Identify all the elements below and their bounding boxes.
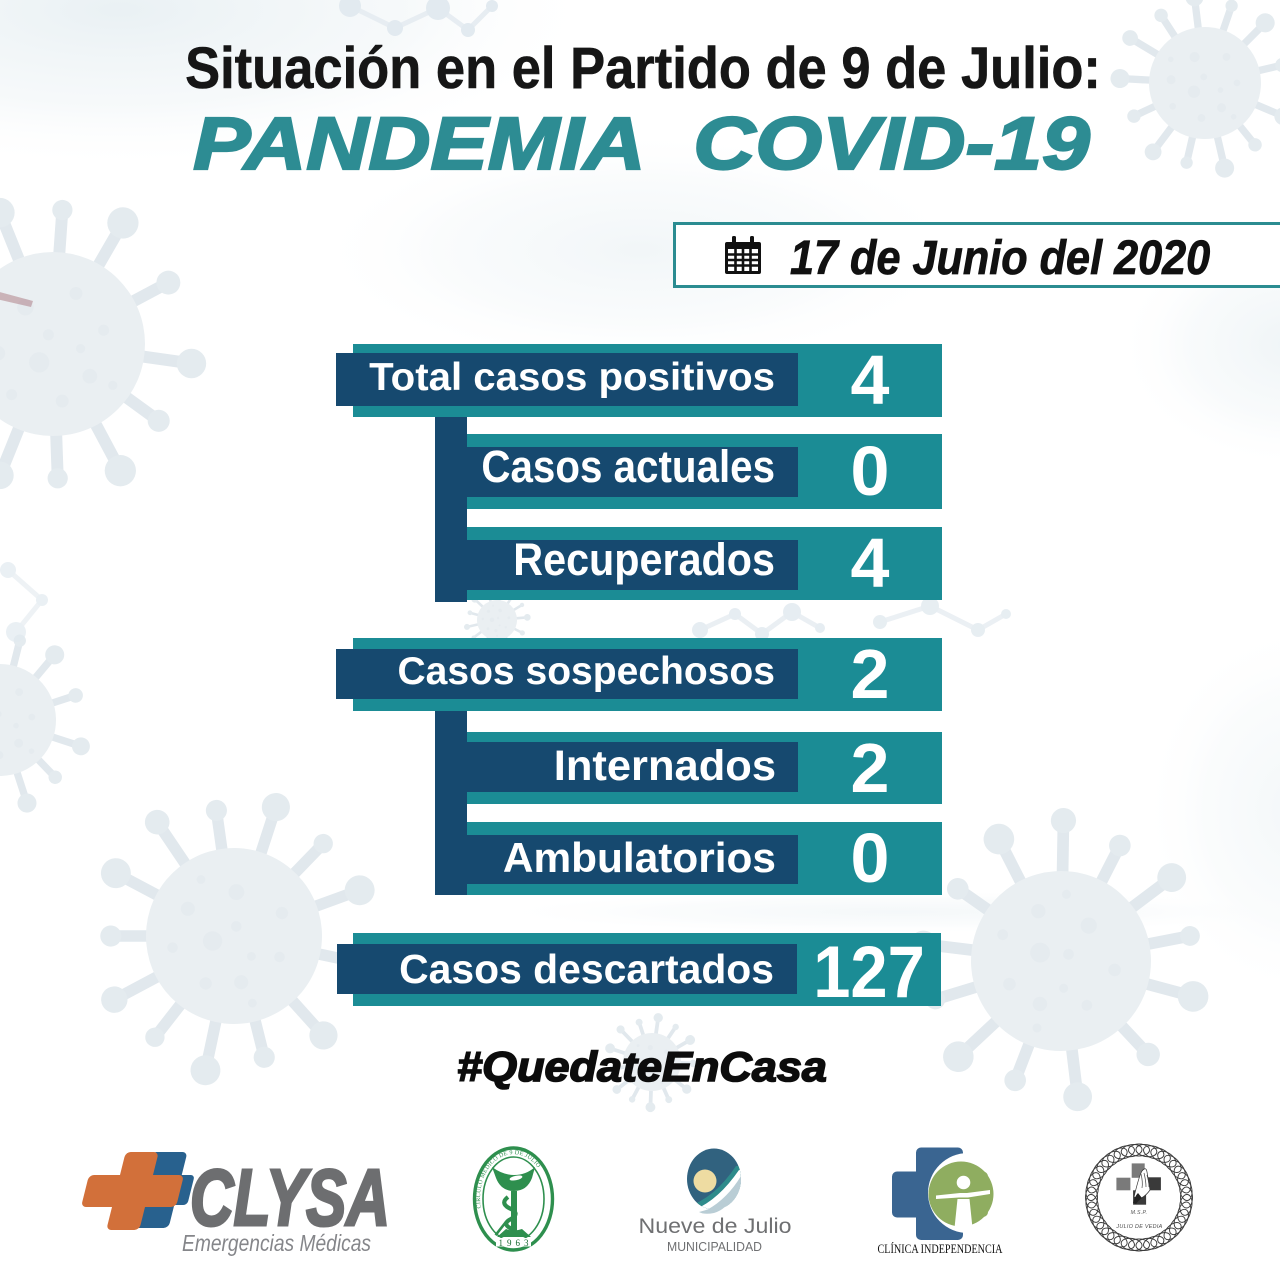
svg-text:CLÍNICA INDEPENDENCIA: CLÍNICA INDEPENDENCIA [878,1242,1003,1256]
svg-text:Nueve de Julio: Nueve de Julio [639,1215,792,1238]
svg-text:MUNICIPALIDAD: MUNICIPALIDAD [667,1240,762,1254]
svg-text:JULIO DE VEDIA: JULIO DE VEDIA [1115,1224,1162,1230]
svg-text:M.S.P.: M.S.P. [1131,1210,1148,1216]
svg-text:CLYSA: CLYSA [190,1153,390,1242]
svg-text:Emergencias Médicas: Emergencias Médicas [182,1230,371,1256]
